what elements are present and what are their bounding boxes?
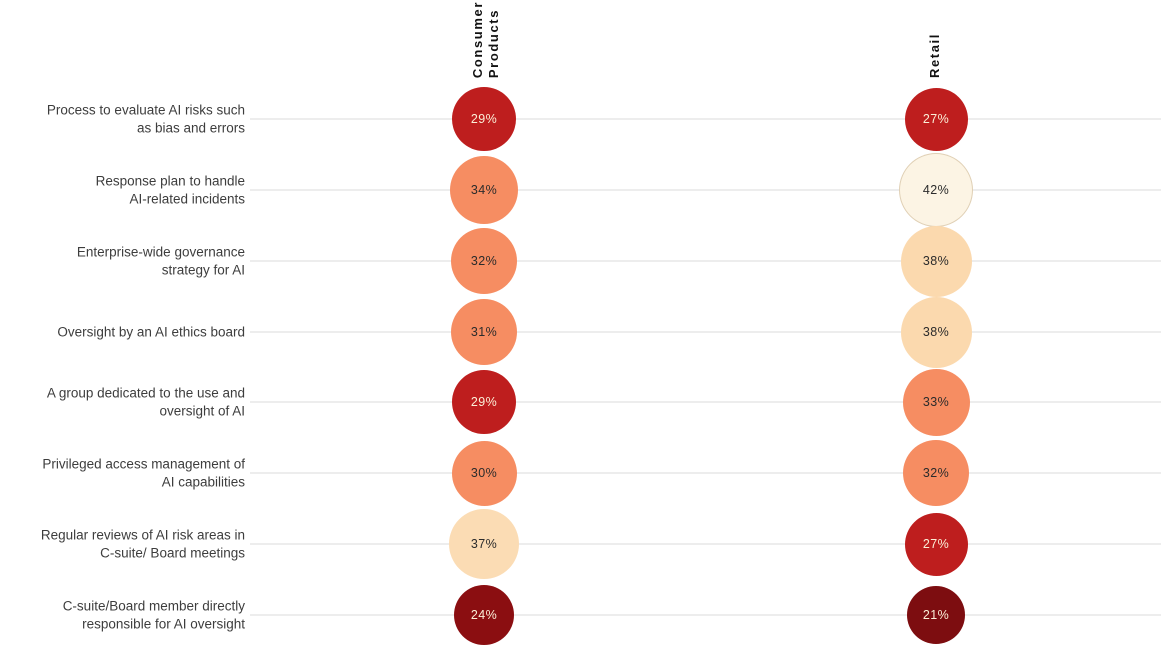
data-bubble: 33% xyxy=(902,368,970,436)
data-bubble: 30% xyxy=(451,440,517,506)
column-header-consumer-products: Consumer Products xyxy=(470,0,501,78)
row-label: Privileged access management of AI capab… xyxy=(42,456,245,490)
bubble-value-label: 37% xyxy=(470,537,498,551)
bubble-value-label: 33% xyxy=(922,395,950,409)
data-bubble: 24% xyxy=(454,585,514,645)
bubble-value-label: 38% xyxy=(922,254,950,268)
data-bubble: 31% xyxy=(451,299,517,365)
data-bubble: 42% xyxy=(899,153,973,227)
row-gridline xyxy=(250,472,1161,474)
bubble-value-label: 38% xyxy=(922,325,950,339)
row-label: C-suite/Board member directly responsibl… xyxy=(62,598,245,632)
data-bubble: 27% xyxy=(904,87,968,151)
bubble-value-label: 21% xyxy=(922,608,950,622)
data-bubble: 27% xyxy=(904,512,968,576)
row-gridline xyxy=(250,331,1161,333)
bubble-value-label: 30% xyxy=(470,466,498,480)
data-bubble: 21% xyxy=(907,586,965,644)
row-label: Process to evaluate AI risks such as bia… xyxy=(46,102,245,136)
data-bubble: 38% xyxy=(900,225,972,297)
row-label: Oversight by an AI ethics board xyxy=(57,324,245,340)
row-label: Regular reviews of AI risk areas in C-su… xyxy=(40,527,245,561)
bubble-value-label: 27% xyxy=(922,112,950,126)
row-label: A group dedicated to the use and oversig… xyxy=(46,385,245,419)
data-bubble: 32% xyxy=(903,440,969,506)
data-bubble: 34% xyxy=(450,156,518,224)
row-label: Response plan to handle AI-related incid… xyxy=(95,173,245,207)
bubble-value-label: 27% xyxy=(922,537,950,551)
row-gridline xyxy=(250,118,1161,120)
data-bubble: 37% xyxy=(449,509,519,579)
bubble-value-label: 31% xyxy=(470,325,498,339)
bubble-value-label: 29% xyxy=(470,112,498,126)
bubble-value-label: 42% xyxy=(922,183,950,197)
data-bubble: 32% xyxy=(451,228,517,294)
row-gridline xyxy=(250,401,1161,403)
bubble-value-label: 32% xyxy=(922,466,950,480)
row-gridline xyxy=(250,614,1161,616)
data-bubble: 29% xyxy=(452,370,516,434)
bubble-value-label: 24% xyxy=(470,608,498,622)
data-bubble: 38% xyxy=(900,296,972,368)
row-label: Enterprise-wide governance strategy for … xyxy=(76,244,245,278)
row-gridline xyxy=(250,189,1161,191)
bubble-value-label: 29% xyxy=(470,395,498,409)
row-gridline xyxy=(250,543,1161,545)
bubble-value-label: 32% xyxy=(470,254,498,268)
row-gridline xyxy=(250,260,1161,262)
data-bubble: 29% xyxy=(452,87,516,151)
bubble-value-label: 34% xyxy=(470,183,498,197)
column-header-retail: Retail xyxy=(927,32,942,78)
